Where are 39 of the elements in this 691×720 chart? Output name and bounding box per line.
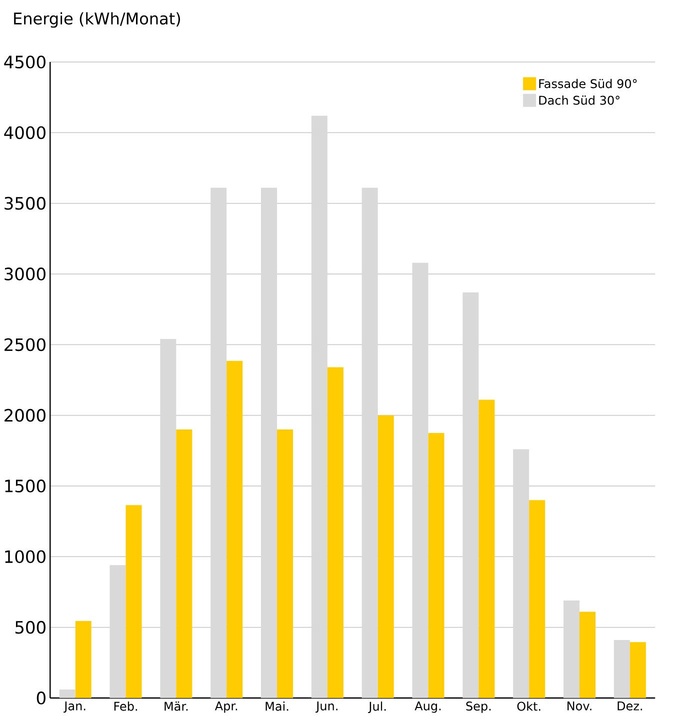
y-tick-label: 1000	[5, 550, 46, 564]
y-tick-label: 2000	[4, 408, 46, 422]
y-axis-title: Energie (kWh/Monat)	[14, 12, 180, 28]
y-tick-label: 2500	[4, 338, 46, 352]
x-tick-label: Nov.	[567, 702, 592, 710]
bar	[276, 429, 293, 698]
x-tick-label: Jun.	[315, 702, 338, 713]
bar	[327, 367, 344, 698]
bar	[226, 360, 242, 698]
bar	[126, 505, 142, 698]
x-tick-label: Mär.	[164, 702, 188, 711]
y-tick-label: 3000	[4, 268, 46, 280]
x-tick-label: Sep.	[466, 702, 490, 713]
y-tick-label: 3500	[4, 196, 46, 210]
y-tick-label: 1500	[5, 480, 46, 492]
bar	[614, 640, 630, 698]
x-tick-label: Jan.	[63, 702, 86, 713]
x-tick-label: Mai.	[266, 702, 288, 711]
y-tick-label: 0	[36, 692, 46, 704]
x-tick-label: Feb.	[114, 702, 137, 711]
bar	[378, 415, 394, 698]
legend-label: Fassade Süd 90°	[539, 78, 637, 88]
legend-label: Dach Süd 30°	[539, 96, 620, 105]
x-tick-label: Dez.	[618, 702, 642, 710]
bar	[176, 429, 192, 698]
y-tick-label: 4500	[4, 56, 46, 68]
y-tick-label: 4000	[4, 126, 46, 140]
bar	[428, 432, 444, 698]
bar	[528, 500, 545, 698]
bar	[630, 642, 646, 698]
bar	[478, 400, 495, 698]
x-tick-label: Jul.	[368, 702, 386, 714]
x-tick-label: Aug.	[414, 702, 440, 713]
bar	[59, 690, 76, 698]
x-tick-label: Okt.	[517, 702, 540, 711]
y-tick-label: 500	[15, 620, 46, 634]
bar	[75, 620, 92, 698]
bar	[579, 612, 596, 698]
x-tick-label: Apr.	[214, 702, 237, 713]
